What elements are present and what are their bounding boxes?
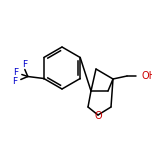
Text: F: F — [22, 60, 27, 69]
Text: OH: OH — [141, 71, 152, 81]
Text: F: F — [12, 77, 17, 86]
Text: O: O — [94, 111, 102, 121]
Text: F: F — [13, 68, 18, 77]
